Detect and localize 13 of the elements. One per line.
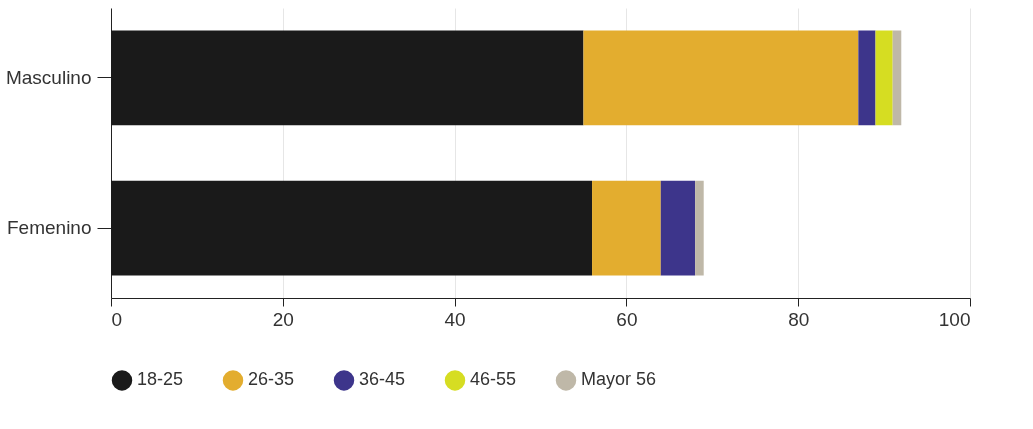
- legend-label: 26-35: [248, 369, 295, 390]
- legend-label: 18-25: [137, 369, 184, 390]
- y-tick-label: Femenino: [7, 217, 92, 239]
- x-tick-label: 0: [111, 308, 123, 330]
- y-tick-label: Masculino: [5, 66, 92, 88]
- x-tick-label: 100: [938, 308, 971, 330]
- legend-label: 46-55: [470, 369, 517, 390]
- x-tick-label: 20: [272, 308, 294, 330]
- x-tick-label: 80: [788, 308, 810, 330]
- x-tick-label: 60: [616, 308, 638, 330]
- x-tick-label: 40: [444, 308, 466, 330]
- legend-label: 36-45: [359, 369, 406, 390]
- legend-label: Mayor 56: [581, 369, 657, 390]
